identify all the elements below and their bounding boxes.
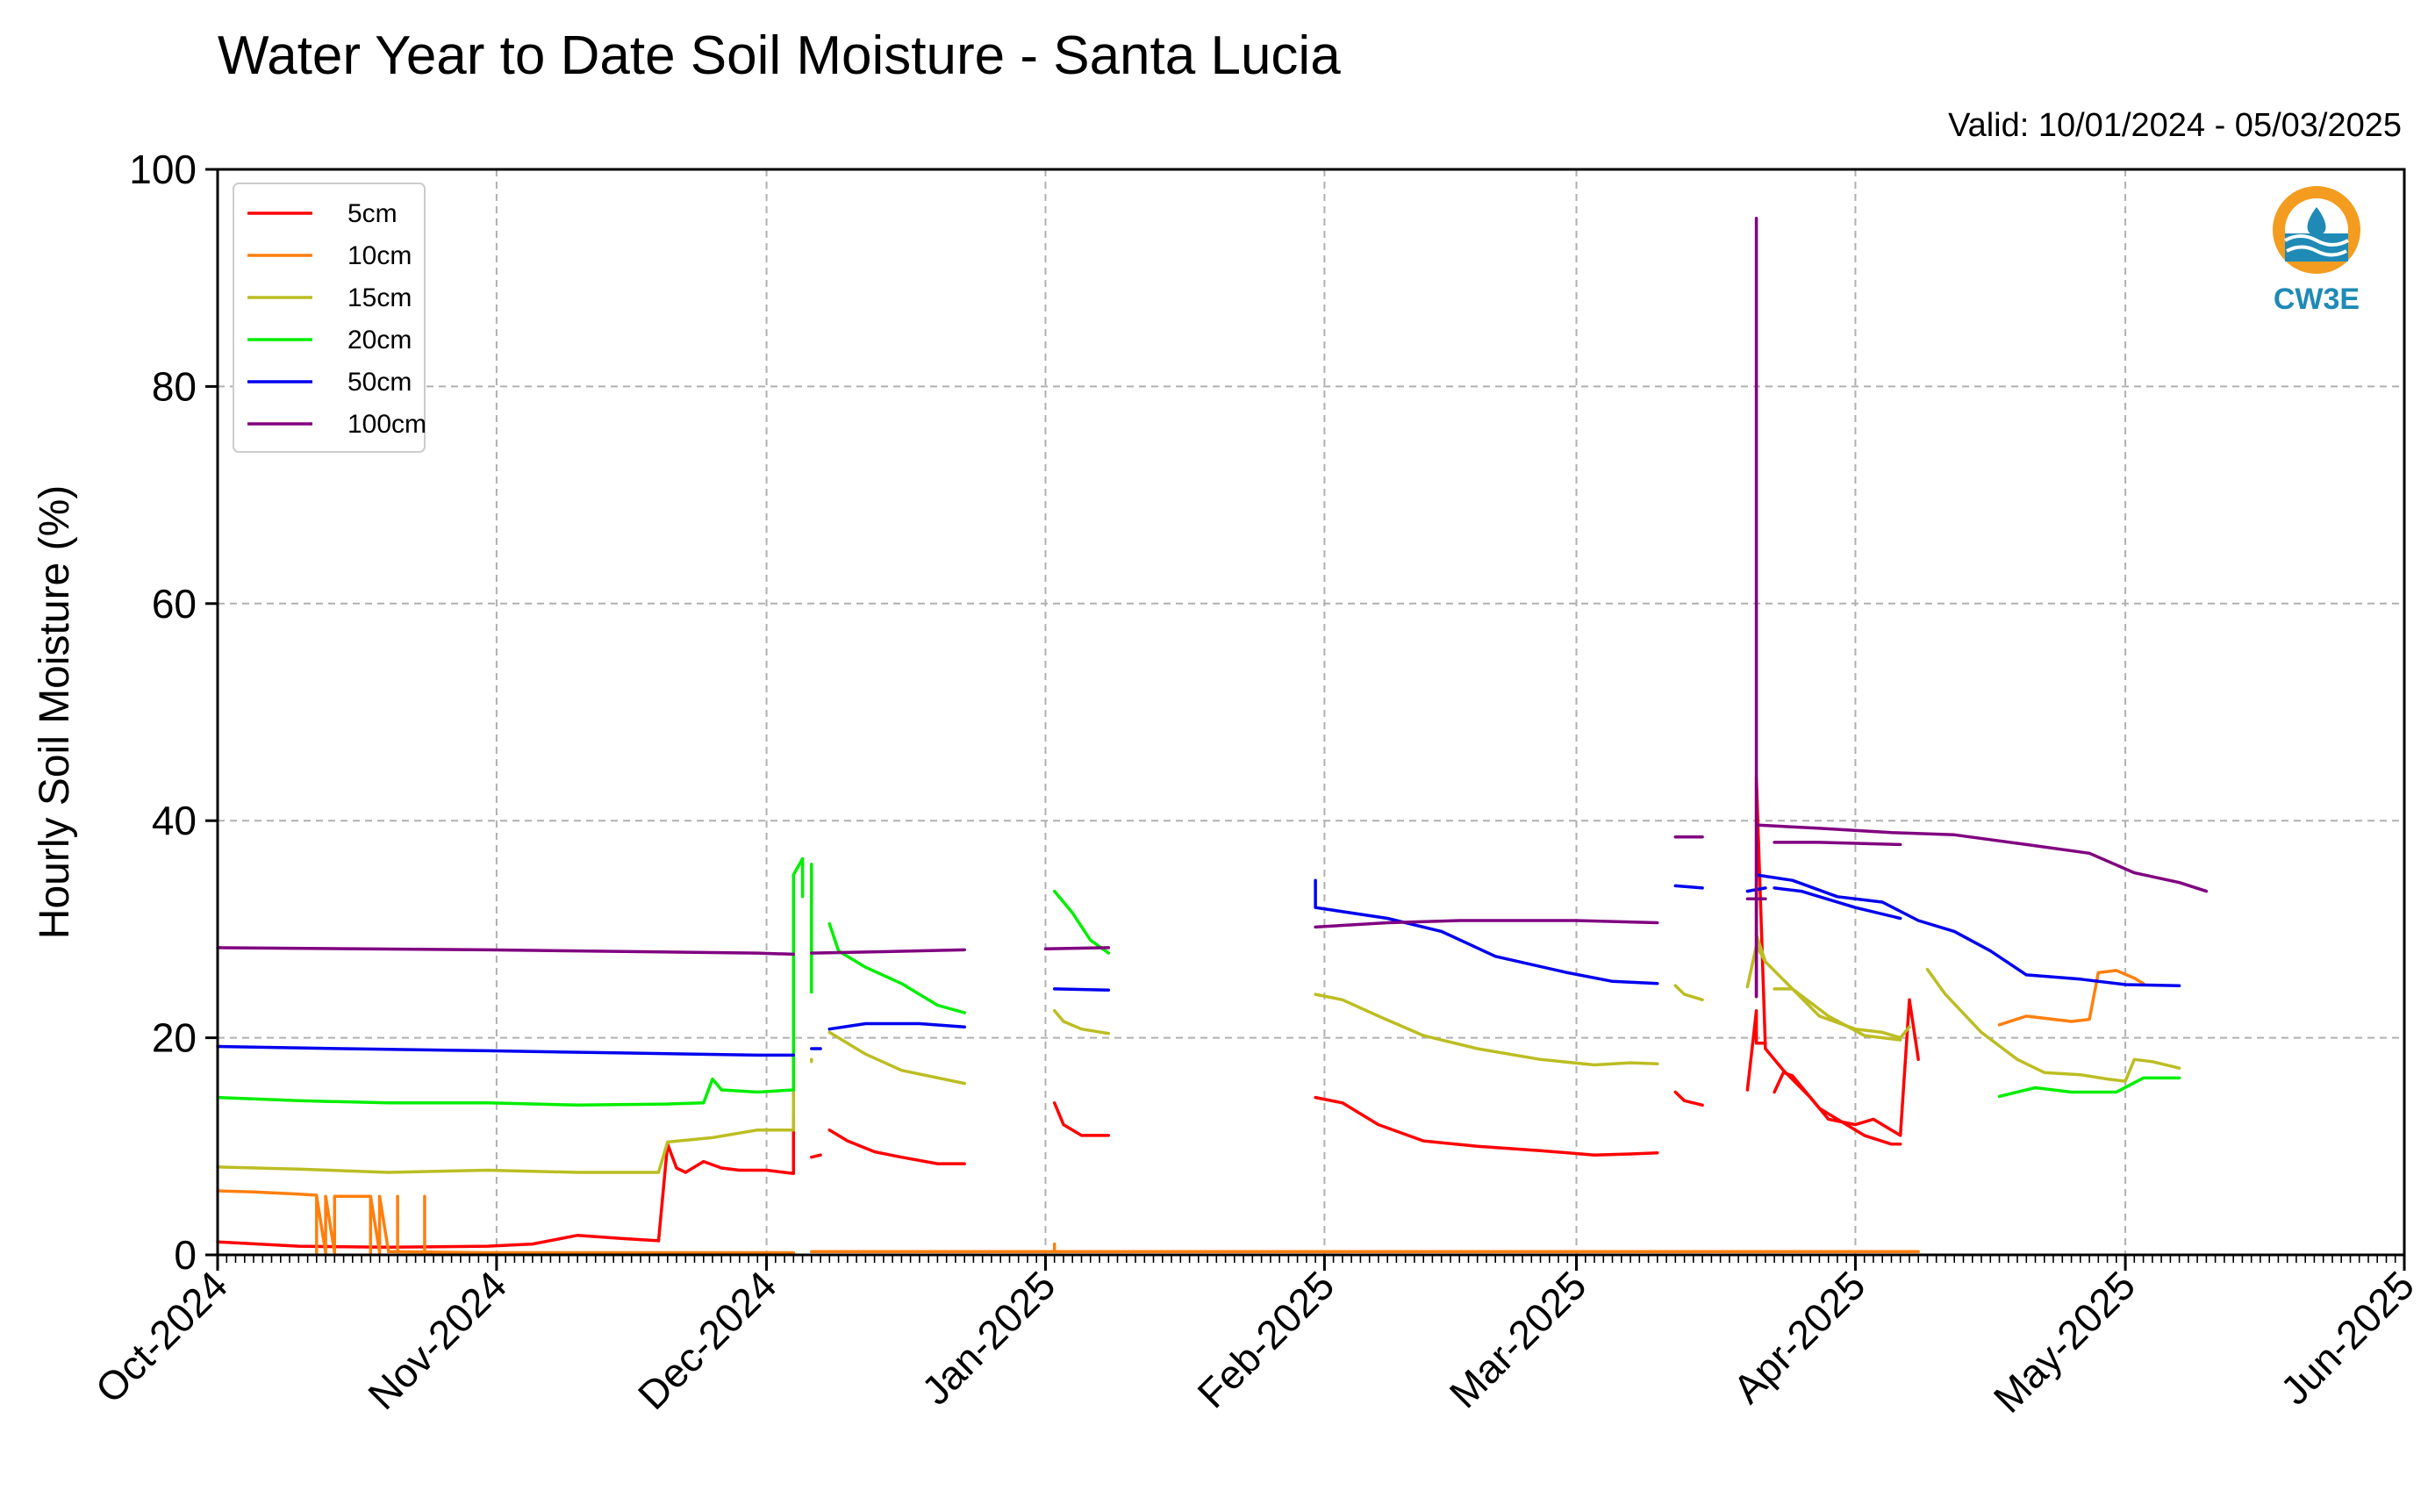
series-line-50cm (216, 1044, 796, 1057)
series-line-5cm (216, 1114, 796, 1250)
series-line-50cm (1754, 873, 2181, 987)
logo-text: CW3E (2274, 283, 2360, 316)
series-line-100cm (810, 948, 966, 955)
series-line-10cm (1997, 969, 2145, 1027)
series-line-100cm (1043, 946, 1111, 950)
x-tick-label: Dec-2024 (629, 1262, 785, 1418)
y-tick-label: 20 (152, 1015, 197, 1061)
x-tick-label: Mar-2025 (1441, 1262, 1595, 1416)
y-axis-label: Hourly Soil Moisture (%) (32, 485, 78, 939)
series-line-100cm (216, 946, 796, 957)
series-line-20cm (216, 856, 805, 1107)
series-line-50cm (1052, 987, 1111, 992)
x-tick-label: Nov-2024 (359, 1262, 515, 1418)
series-line-10cm (216, 1189, 390, 1255)
x-tick-label: Apr-2025 (1724, 1262, 1874, 1412)
series-line-5cm (1745, 1008, 1767, 1092)
y-tick-label: 60 (152, 581, 197, 627)
cw3e-logo: CW3E (2273, 186, 2360, 316)
series-line-5cm (1314, 1095, 1659, 1157)
series-line-15cm (1925, 967, 2181, 1083)
legend-box (233, 183, 426, 453)
legend-label-50cm: 50cm (347, 368, 412, 397)
y-tick-label: 100 (129, 147, 197, 192)
series-line-50cm (827, 1021, 966, 1031)
series-line-15cm (1773, 987, 1902, 1042)
series-line-100cm (1754, 216, 2209, 999)
y-tick-label: 80 (152, 363, 197, 409)
series-line-5cm (810, 1153, 822, 1159)
legend-label-20cm: 20cm (347, 326, 412, 355)
plot-area (218, 169, 2404, 1255)
series-line-50cm (1773, 886, 1902, 921)
legend-label-100cm: 100cm (347, 410, 426, 439)
series-line-20cm (827, 921, 966, 1014)
series-line-15cm (827, 1030, 966, 1086)
series-line-15cm (216, 1063, 796, 1174)
series-line-20cm (1997, 1076, 2181, 1099)
y-tick-label: 0 (174, 1232, 197, 1278)
series-line-15cm (1052, 1008, 1111, 1035)
series-line-50cm (1314, 878, 1659, 985)
series-line-5cm (827, 1128, 966, 1165)
plot-frame (216, 168, 2406, 1257)
x-tick-label: May-2025 (1985, 1262, 2144, 1421)
logo-wave (2286, 245, 2347, 257)
y-tick-label: 40 (152, 798, 197, 843)
water-drop-icon (2307, 207, 2326, 235)
series-line-5cm (1673, 1090, 1704, 1107)
series-line-5cm (1754, 775, 1920, 1137)
legend-label-15cm: 15cm (347, 283, 412, 312)
series-lines (216, 216, 2209, 1255)
series-line-100cm (1773, 841, 1902, 847)
x-tick-label: Feb-2025 (1188, 1262, 1343, 1416)
series-line-5cm (1052, 1101, 1111, 1137)
x-tick-label: Oct-2024 (87, 1262, 237, 1412)
series-line-15cm (1673, 984, 1704, 1002)
series-line-100cm (1314, 919, 1659, 929)
logo-wave (2284, 234, 2349, 247)
x-tick-label: Jun-2025 (2272, 1262, 2423, 1413)
series-line-50cm (1673, 884, 1704, 890)
series-line-15cm (1314, 992, 1659, 1067)
x-tick-label: Jan-2025 (913, 1262, 1064, 1413)
legend-label-10cm: 10cm (347, 241, 412, 270)
series-line-15cm (1754, 933, 1911, 1040)
legend-label-5cm: 5cm (347, 199, 398, 228)
valid-date-range: Valid: 10/01/2024 - 05/03/2025 (1948, 107, 2402, 144)
legend: 5cm 10cm 15cm 20cm 50cm 100cm (233, 183, 426, 453)
series-line-10cm (387, 1250, 796, 1255)
chart-title: Water Year to Date Soil Moisture - Santa… (218, 25, 1341, 86)
series-line-10cm (1052, 1242, 1659, 1254)
